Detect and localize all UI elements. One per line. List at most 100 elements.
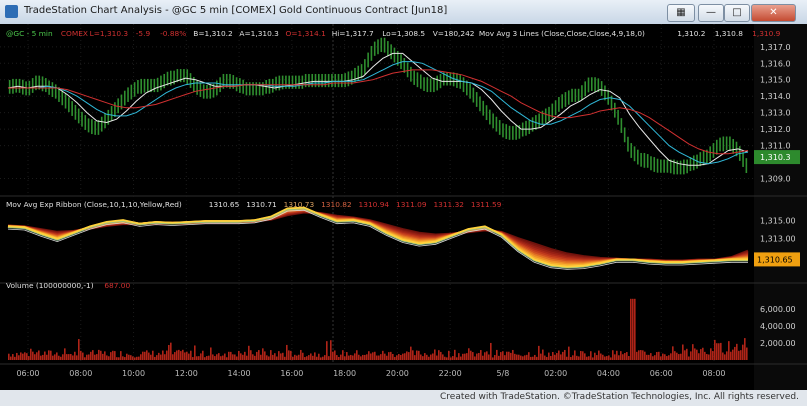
volume-bar <box>518 354 520 360</box>
ribbon-line-0 <box>7 206 748 269</box>
x-tick-label: 08:00 <box>69 369 92 378</box>
price-legend-item: @GC - 5 min <box>6 29 53 38</box>
volume-bar <box>374 351 376 360</box>
volume-bar <box>548 352 550 360</box>
volume-bar <box>326 341 328 360</box>
volume-panel[interactable] <box>8 298 748 360</box>
volume-bar <box>358 354 360 360</box>
volume-bar <box>98 349 100 360</box>
volume-bar <box>622 354 624 360</box>
volume-bar <box>490 342 492 360</box>
x-tick-label: 02:00 <box>544 369 567 378</box>
volume-bar <box>494 355 496 360</box>
volume-bar <box>56 352 58 360</box>
volume-bar <box>666 356 668 360</box>
volume-bar <box>558 350 560 360</box>
volume-bar <box>54 354 56 360</box>
volume-bar <box>208 355 210 360</box>
volume-bar <box>224 353 226 360</box>
volume-bar <box>132 356 134 360</box>
volume-bar <box>480 350 482 360</box>
ribbon-legend-item: 1311.32 <box>433 200 464 209</box>
volume-tick-label: 4,000.00 <box>760 322 796 331</box>
volume-bar <box>708 354 710 360</box>
volume-bar <box>64 348 66 360</box>
volume-bar <box>122 356 124 360</box>
volume-bar <box>616 350 618 360</box>
volume-bar <box>344 356 346 360</box>
volume-bar <box>198 356 200 360</box>
volume-bar <box>80 350 82 360</box>
volume-bar <box>298 354 300 360</box>
volume-bar <box>252 354 254 360</box>
volume-bar <box>734 346 736 360</box>
volume-bar <box>394 356 396 360</box>
volume-bar <box>438 350 440 360</box>
volume-bar <box>472 352 474 360</box>
volume-bar <box>600 353 602 360</box>
volume-bar <box>454 349 456 360</box>
volume-bar <box>468 348 470 360</box>
volume-bar <box>506 351 508 360</box>
chart-area[interactable]: @GC - 5 min COMEX L=1,310.3 -5.9 -0.88% B=1,3… <box>0 24 807 390</box>
volume-bar <box>288 350 290 360</box>
volume-bar <box>728 341 730 360</box>
price-tick-label: 1,312.0 <box>760 125 791 134</box>
volume-bar <box>414 355 416 360</box>
volume-bar <box>702 347 704 360</box>
volume-bar <box>678 354 680 360</box>
volume-bar <box>546 356 548 360</box>
volume-bar <box>626 352 628 360</box>
volume-bar <box>528 352 530 360</box>
volume-bar <box>714 339 716 360</box>
volume-bar <box>564 349 566 360</box>
volume-bar <box>178 349 180 360</box>
volume-bar <box>550 355 552 360</box>
volume-bar <box>602 354 604 360</box>
price-legend-item: O=1,314.1 <box>286 29 327 38</box>
ribbon-legend-item: 1310.94 <box>359 200 390 209</box>
price-panel[interactable] <box>7 37 749 175</box>
volume-bar <box>492 357 494 360</box>
volume-bar <box>512 349 514 360</box>
volume-bar <box>736 343 738 360</box>
volume-bar <box>276 356 278 360</box>
volume-bar <box>248 345 250 360</box>
volume-bar <box>390 351 392 360</box>
volume-bar <box>146 350 148 360</box>
volume-bar <box>116 357 118 360</box>
volume-bar <box>300 349 302 360</box>
volume-bar <box>426 354 428 360</box>
volume-bar <box>88 354 90 360</box>
minimize-button[interactable]: — <box>698 4 724 22</box>
volume-bar <box>272 354 274 360</box>
volume-bar <box>448 350 450 360</box>
ribbon-panel[interactable] <box>7 206 749 270</box>
volume-bar <box>730 351 732 360</box>
x-tick-label: 20:00 <box>386 369 409 378</box>
volume-bar <box>596 355 598 360</box>
ribbon-track-line-1 <box>7 209 748 270</box>
volume-bar <box>540 353 542 360</box>
title-bar[interactable]: TradeStation Chart Analysis - @GC 5 min … <box>0 0 807 25</box>
volume-bar <box>420 354 422 360</box>
volume-bar <box>396 355 398 360</box>
volume-bar <box>386 355 388 360</box>
volume-bar <box>160 354 162 360</box>
volume-bar <box>44 351 46 360</box>
window-layout-button[interactable]: ▦ <box>667 4 695 22</box>
volume-bar <box>668 355 670 360</box>
volume-bar <box>514 353 516 360</box>
volume-bar <box>646 354 648 360</box>
volume-bar <box>586 356 588 360</box>
close-button[interactable]: ✕ <box>751 4 796 22</box>
maximize-button[interactable]: □ <box>724 4 750 22</box>
volume-bar <box>688 356 690 360</box>
price-tick-label: 1,315.0 <box>760 76 791 85</box>
ribbon-legend-item: 1311.59 <box>471 200 502 209</box>
volume-bar <box>278 351 280 360</box>
volume-bar <box>22 353 24 360</box>
x-tick-label: 14:00 <box>228 369 251 378</box>
volume-bar <box>70 354 72 360</box>
